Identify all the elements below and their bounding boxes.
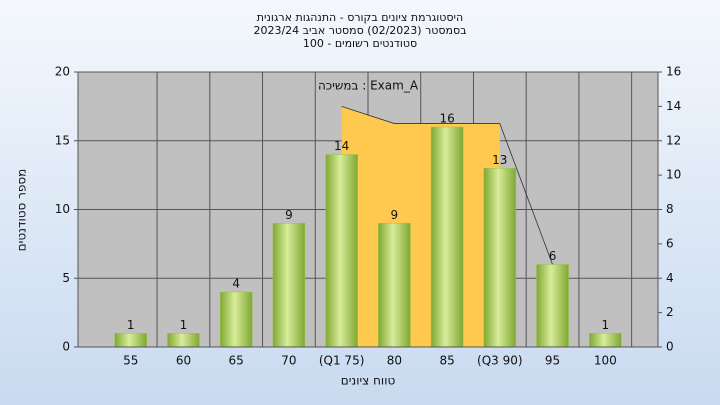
plot-border: [77, 71, 659, 348]
y-tick-label: 5: [62, 271, 70, 285]
x-tick-label: 80: [387, 354, 402, 368]
y-tick-label: 15: [55, 133, 70, 147]
bar: [219, 291, 253, 348]
x-tick-label: 100: [594, 354, 617, 368]
y2-tick-label: 12: [666, 133, 681, 147]
y2-tick-label: 14: [666, 99, 681, 113]
value-label: 13: [492, 153, 507, 167]
y-tick-label: 20: [55, 65, 70, 79]
y2-tick-label: 6: [666, 236, 674, 250]
bar: [378, 223, 411, 348]
bar: [536, 264, 569, 348]
x-tick-label: 65: [229, 354, 244, 368]
y-tick-label: 0: [62, 340, 70, 354]
bar: [325, 154, 358, 348]
value-label: 9: [391, 208, 399, 222]
x-tick-label: 70: [281, 354, 296, 368]
bar: [167, 333, 200, 348]
x-tick-label: 55: [123, 354, 138, 368]
x-tick-label: (Q1 75): [319, 354, 365, 368]
y2-tick-label: 0: [666, 340, 674, 354]
value-label: 14: [334, 139, 349, 153]
x-tick-label: 95: [545, 354, 560, 368]
bar: [272, 223, 306, 348]
y2-tick-label: 16: [666, 65, 681, 79]
y-tick-label: 10: [55, 202, 70, 216]
title-line: סטודנטים רשומים - 100: [303, 37, 417, 50]
value-label: 6: [549, 249, 557, 263]
value-label: 4: [232, 277, 240, 291]
value-label: 1: [601, 318, 609, 332]
bar: [483, 168, 517, 348]
value-label: 1: [127, 318, 135, 332]
value-label: 9: [285, 208, 293, 222]
value-label: 16: [439, 112, 454, 126]
bar: [589, 333, 622, 348]
title-line: בסמסטר (02/2023) סמסטר אביב 2023/24: [253, 24, 466, 37]
y2-tick-label: 8: [666, 202, 674, 216]
value-label: 1: [180, 318, 188, 332]
area-fill: [341, 106, 500, 347]
y2-tick-label: 10: [666, 168, 681, 182]
x-tick-label: (Q3 90): [477, 354, 523, 368]
y2-tick-label: 2: [666, 305, 674, 319]
legend-label: במשיכה : Exam_A: [318, 79, 419, 93]
area-line: [341, 105, 553, 265]
x-tick-label: 60: [176, 354, 191, 368]
title-line: היסטוגרמת ציונים בקורס - התנהגות ארגונית: [257, 11, 463, 24]
y-axis-label: מספר סטודנטים: [15, 169, 29, 252]
x-axis-label: טווח ציונים: [341, 374, 396, 388]
bar: [430, 126, 464, 348]
bar: [114, 333, 147, 348]
x-tick-label: 85: [439, 354, 454, 368]
y2-tick-label: 4: [666, 271, 674, 285]
